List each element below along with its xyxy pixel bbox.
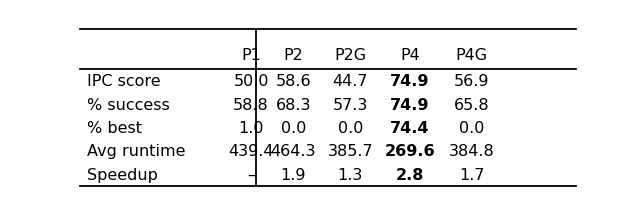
Text: IPC score: IPC score <box>88 74 161 89</box>
Text: –: – <box>247 168 255 183</box>
Text: % success: % success <box>88 98 170 113</box>
Text: 68.3: 68.3 <box>276 98 311 113</box>
Text: 2.8: 2.8 <box>396 168 424 183</box>
Text: 464.3: 464.3 <box>271 144 316 159</box>
Text: Avg runtime: Avg runtime <box>88 144 186 159</box>
Text: 50.0: 50.0 <box>234 74 269 89</box>
Text: 74.9: 74.9 <box>390 74 429 89</box>
Text: 65.8: 65.8 <box>454 98 490 113</box>
Text: P4G: P4G <box>456 48 488 63</box>
Text: 385.7: 385.7 <box>328 144 373 159</box>
Text: 44.7: 44.7 <box>333 74 368 89</box>
Text: 1.0: 1.0 <box>238 121 264 136</box>
Text: 58.8: 58.8 <box>233 98 269 113</box>
Text: 269.6: 269.6 <box>385 144 435 159</box>
Text: 384.8: 384.8 <box>449 144 495 159</box>
Text: 1.9: 1.9 <box>280 168 306 183</box>
Text: 74.9: 74.9 <box>390 98 429 113</box>
Text: P2: P2 <box>284 48 303 63</box>
Text: 0.0: 0.0 <box>459 121 484 136</box>
Text: P4: P4 <box>400 48 420 63</box>
Text: Speedup: Speedup <box>88 168 158 183</box>
Text: P1: P1 <box>241 48 261 63</box>
Text: 439.4: 439.4 <box>228 144 274 159</box>
Text: % best: % best <box>88 121 143 136</box>
Text: 56.9: 56.9 <box>454 74 490 89</box>
Text: 58.6: 58.6 <box>275 74 311 89</box>
Text: 57.3: 57.3 <box>333 98 368 113</box>
Text: 74.4: 74.4 <box>390 121 429 136</box>
Text: P2G: P2G <box>334 48 366 63</box>
Text: 0.0: 0.0 <box>338 121 363 136</box>
Text: 1.3: 1.3 <box>338 168 363 183</box>
Text: 0.0: 0.0 <box>280 121 306 136</box>
Text: 1.7: 1.7 <box>459 168 484 183</box>
